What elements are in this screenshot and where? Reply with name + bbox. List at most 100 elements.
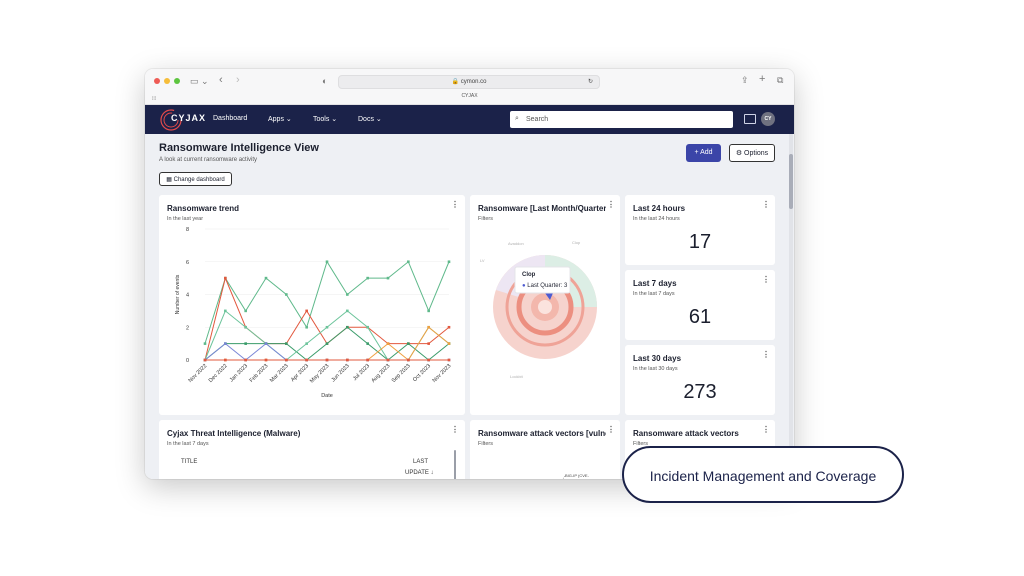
more-vertical-icon[interactable]: ⋮ [607,200,615,209]
change-dashboard-button[interactable]: ▦ Change dashboard [159,172,232,186]
page-scrollbar-thumb[interactable] [789,154,793,209]
add-button[interactable]: + Add [686,144,721,162]
options-button[interactable]: ⚙ Options [729,144,775,162]
data-point[interactable] [366,325,369,329]
column-header-title[interactable]: TITLE [181,459,198,465]
data-point[interactable] [305,309,308,313]
nav-docs[interactable]: Docs ⌄ [358,115,382,123]
more-vertical-icon[interactable]: ⋮ [451,425,459,434]
mail-icon[interactable] [744,114,756,124]
stat-value: 273 [683,381,717,403]
data-point[interactable] [203,342,207,345]
data-point[interactable] [244,309,247,313]
search-placeholder: Search [526,116,549,123]
column-header-last[interactable]: LAST [413,459,429,465]
data-point[interactable] [305,342,308,345]
nav-tools[interactable]: Tools ⌄ [313,115,337,123]
data-point[interactable] [346,358,349,362]
reload-icon[interactable]: ↻ [587,79,593,85]
data-point[interactable] [346,309,349,313]
card-title: Ransomware attack vectors [633,429,739,438]
data-point[interactable] [325,260,329,264]
tooltip-title: Clop [522,272,536,278]
page-scrollbar[interactable] [789,134,793,479]
more-vertical-icon[interactable]: ⋮ [451,200,459,209]
clop-segment[interactable] [545,293,553,300]
sidebar-toggle-icon[interactable]: ▭ ⌄ [190,76,209,86]
data-point[interactable] [366,276,369,280]
data-point[interactable] [407,342,410,345]
ransomware-trend-chart: 0 2 4 6 8 Nov 2022 Dec 2022 Jan 2023 Feb 2023 Mar… [175,227,452,399]
back-icon[interactable]: ‹ [219,74,223,86]
data-point[interactable] [427,342,430,345]
data-point[interactable] [224,276,227,280]
data-point[interactable] [224,342,227,345]
data-point[interactable] [427,325,430,329]
avatar[interactable]: CY [761,112,775,126]
lock-icon: 🔒 [451,79,460,85]
data-point[interactable] [346,293,349,296]
more-vertical-icon[interactable]: ⋮ [762,275,770,284]
cyjax-logo-icon[interactable] [159,108,183,132]
data-point[interactable] [244,325,247,329]
data-point[interactable] [386,276,390,280]
x-tick-label: Nov 2022 [188,363,209,384]
zoom-window-button[interactable] [174,78,180,84]
data-point[interactable] [325,325,329,329]
data-point[interactable] [285,293,288,296]
series-line[interactable] [204,342,449,361]
data-point[interactable] [305,358,308,362]
data-point[interactable] [305,325,308,329]
share-icon[interactable]: ⇪ [741,75,749,85]
more-vertical-icon[interactable]: ⋮ [762,425,770,434]
data-point[interactable] [346,325,349,329]
nav-apps[interactable]: Apps ⌄ [268,115,292,123]
shield-icon[interactable]: ◐ [322,76,328,86]
data-point[interactable] [224,309,227,313]
data-point[interactable] [407,260,410,264]
close-window-button[interactable] [154,78,160,84]
data-point[interactable] [264,342,268,345]
data-point[interactable] [285,358,288,362]
minimize-window-button[interactable] [164,78,170,84]
x-tick-label: Jul 2023 [352,363,371,382]
forward-icon[interactable]: › [236,74,240,86]
nav-dashboard[interactable]: Dashboard [213,115,248,122]
data-point[interactable] [325,358,329,362]
tab-grid-icon[interactable]: ⁞⁞⁞ [152,96,157,102]
data-point[interactable] [427,358,430,362]
more-vertical-icon[interactable]: ⋮ [762,200,770,209]
data-point[interactable] [447,325,451,329]
data-point[interactable] [386,342,390,345]
table-scrollbar[interactable] [454,450,456,479]
data-point[interactable] [386,358,390,362]
column-header-update[interactable]: UPDATE ↓ [405,470,434,476]
series-line[interactable] [204,260,450,344]
tab-overview-icon[interactable]: ⧉ [777,75,784,85]
data-point[interactable] [366,358,369,362]
brand-name[interactable]: CYJAX [171,113,207,123]
tab-title[interactable]: CYJAX [461,93,478,99]
data-point[interactable] [447,358,451,362]
data-point[interactable] [427,309,430,313]
data-point[interactable] [325,342,329,345]
y-tick-label: 4 [186,293,189,299]
data-point[interactable] [203,358,207,362]
data-point[interactable] [366,342,369,345]
data-point[interactable] [447,260,451,264]
data-point[interactable] [244,342,247,345]
new-tab-icon[interactable]: + [759,73,766,85]
data-point[interactable] [285,342,288,345]
data-point[interactable] [264,358,268,362]
more-vertical-icon[interactable]: ⋮ [762,350,770,359]
data-point[interactable] [224,358,227,362]
card-subtitle: Filters [633,441,648,447]
data-point[interactable] [264,276,268,280]
more-vertical-icon[interactable]: ⋮ [607,425,615,434]
data-point[interactable] [407,358,410,362]
series-line[interactable] [204,276,450,361]
search-input[interactable]: ⌕ Search [510,111,733,128]
address-bar[interactable]: 🔒 cymon.co ↻ [338,75,600,89]
data-point[interactable] [244,358,247,362]
data-point[interactable] [447,342,451,345]
